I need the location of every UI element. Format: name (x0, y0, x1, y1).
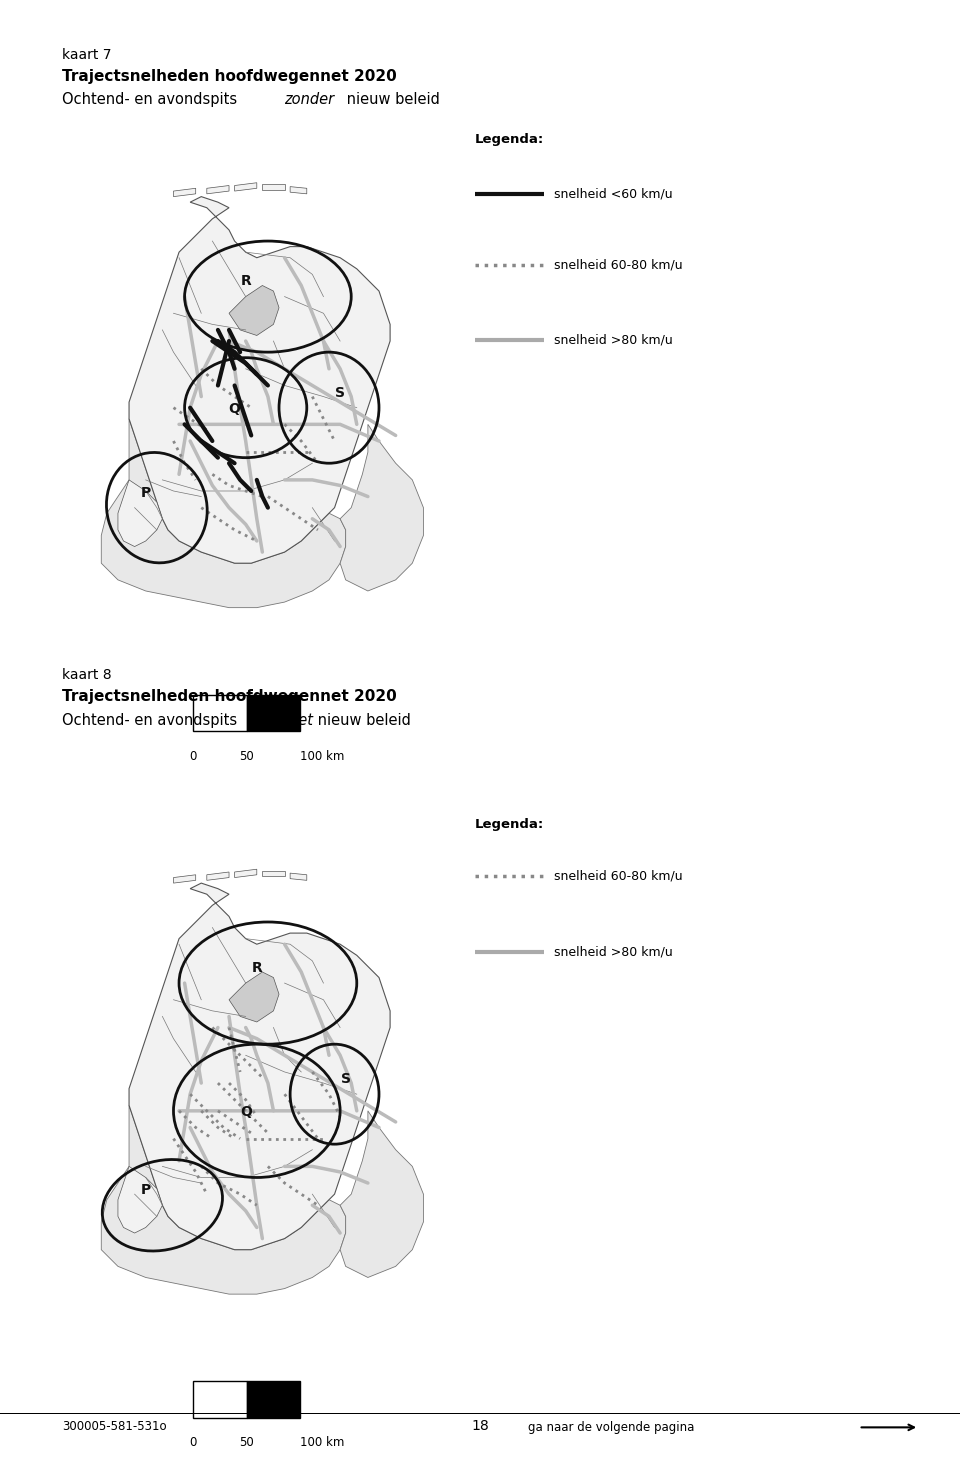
Text: Trajectsnelheden hoofdwegennet 2020: Trajectsnelheden hoofdwegennet 2020 (62, 69, 397, 84)
Text: P: P (140, 1183, 151, 1197)
Text: Legenda:: Legenda: (475, 134, 544, 146)
Text: 0: 0 (189, 750, 197, 763)
Text: 300005-581-531o: 300005-581-531o (62, 1420, 167, 1433)
Text: P: P (140, 485, 151, 500)
Bar (247, 1382, 300, 1417)
Text: Q: Q (240, 1105, 252, 1119)
Polygon shape (290, 187, 307, 194)
Text: R: R (240, 275, 252, 288)
Polygon shape (118, 479, 162, 547)
Polygon shape (290, 873, 307, 881)
Polygon shape (206, 185, 229, 194)
Polygon shape (118, 1166, 162, 1233)
Polygon shape (262, 870, 284, 876)
Text: snelheid <60 km/u: snelheid <60 km/u (554, 188, 672, 200)
Text: Ochtend- en avondspits: Ochtend- en avondspits (62, 713, 242, 728)
Polygon shape (174, 188, 196, 197)
Text: 18: 18 (471, 1419, 489, 1433)
Text: nieuw beleid: nieuw beleid (313, 713, 411, 728)
Text: snelheid 60-80 km/u: snelheid 60-80 km/u (554, 870, 683, 882)
Bar (247, 695, 300, 731)
Text: 50: 50 (239, 1436, 254, 1449)
Text: kaart 7: kaart 7 (62, 47, 112, 62)
Text: 50: 50 (239, 750, 254, 763)
Text: zonder: zonder (284, 93, 334, 107)
Polygon shape (340, 425, 423, 591)
Text: Legenda:: Legenda: (475, 817, 544, 831)
Polygon shape (234, 869, 257, 878)
Bar (193, 695, 247, 731)
Polygon shape (262, 184, 284, 190)
Bar (193, 1382, 247, 1417)
Text: R: R (252, 961, 262, 975)
Text: 0: 0 (189, 1436, 197, 1449)
Text: snelheid >80 km/u: snelheid >80 km/u (554, 945, 672, 958)
Polygon shape (340, 1111, 423, 1277)
Text: nieuw beleid: nieuw beleid (342, 93, 440, 107)
Text: 100 km: 100 km (300, 1436, 345, 1449)
Polygon shape (229, 972, 279, 1022)
Text: S: S (335, 385, 345, 400)
Text: Ochtend- en avondspits: Ochtend- en avondspits (62, 93, 242, 107)
Text: 100 km: 100 km (300, 750, 345, 763)
Polygon shape (234, 182, 257, 191)
Polygon shape (102, 1105, 346, 1294)
Text: kaart 8: kaart 8 (62, 667, 112, 682)
Text: ga naar de volgende pagina: ga naar de volgende pagina (528, 1421, 694, 1433)
Polygon shape (229, 285, 279, 335)
Text: snelheid >80 km/u: snelheid >80 km/u (554, 334, 672, 345)
Text: met: met (284, 713, 313, 728)
Text: S: S (341, 1072, 350, 1086)
Polygon shape (174, 875, 196, 883)
Polygon shape (129, 883, 390, 1250)
Text: Trajectsnelheden hoofdwegennet 2020: Trajectsnelheden hoofdwegennet 2020 (62, 689, 397, 704)
Polygon shape (102, 419, 346, 607)
Polygon shape (206, 872, 229, 881)
Polygon shape (129, 197, 390, 563)
Text: snelheid 60-80 km/u: snelheid 60-80 km/u (554, 259, 683, 272)
Text: Q: Q (228, 403, 241, 416)
